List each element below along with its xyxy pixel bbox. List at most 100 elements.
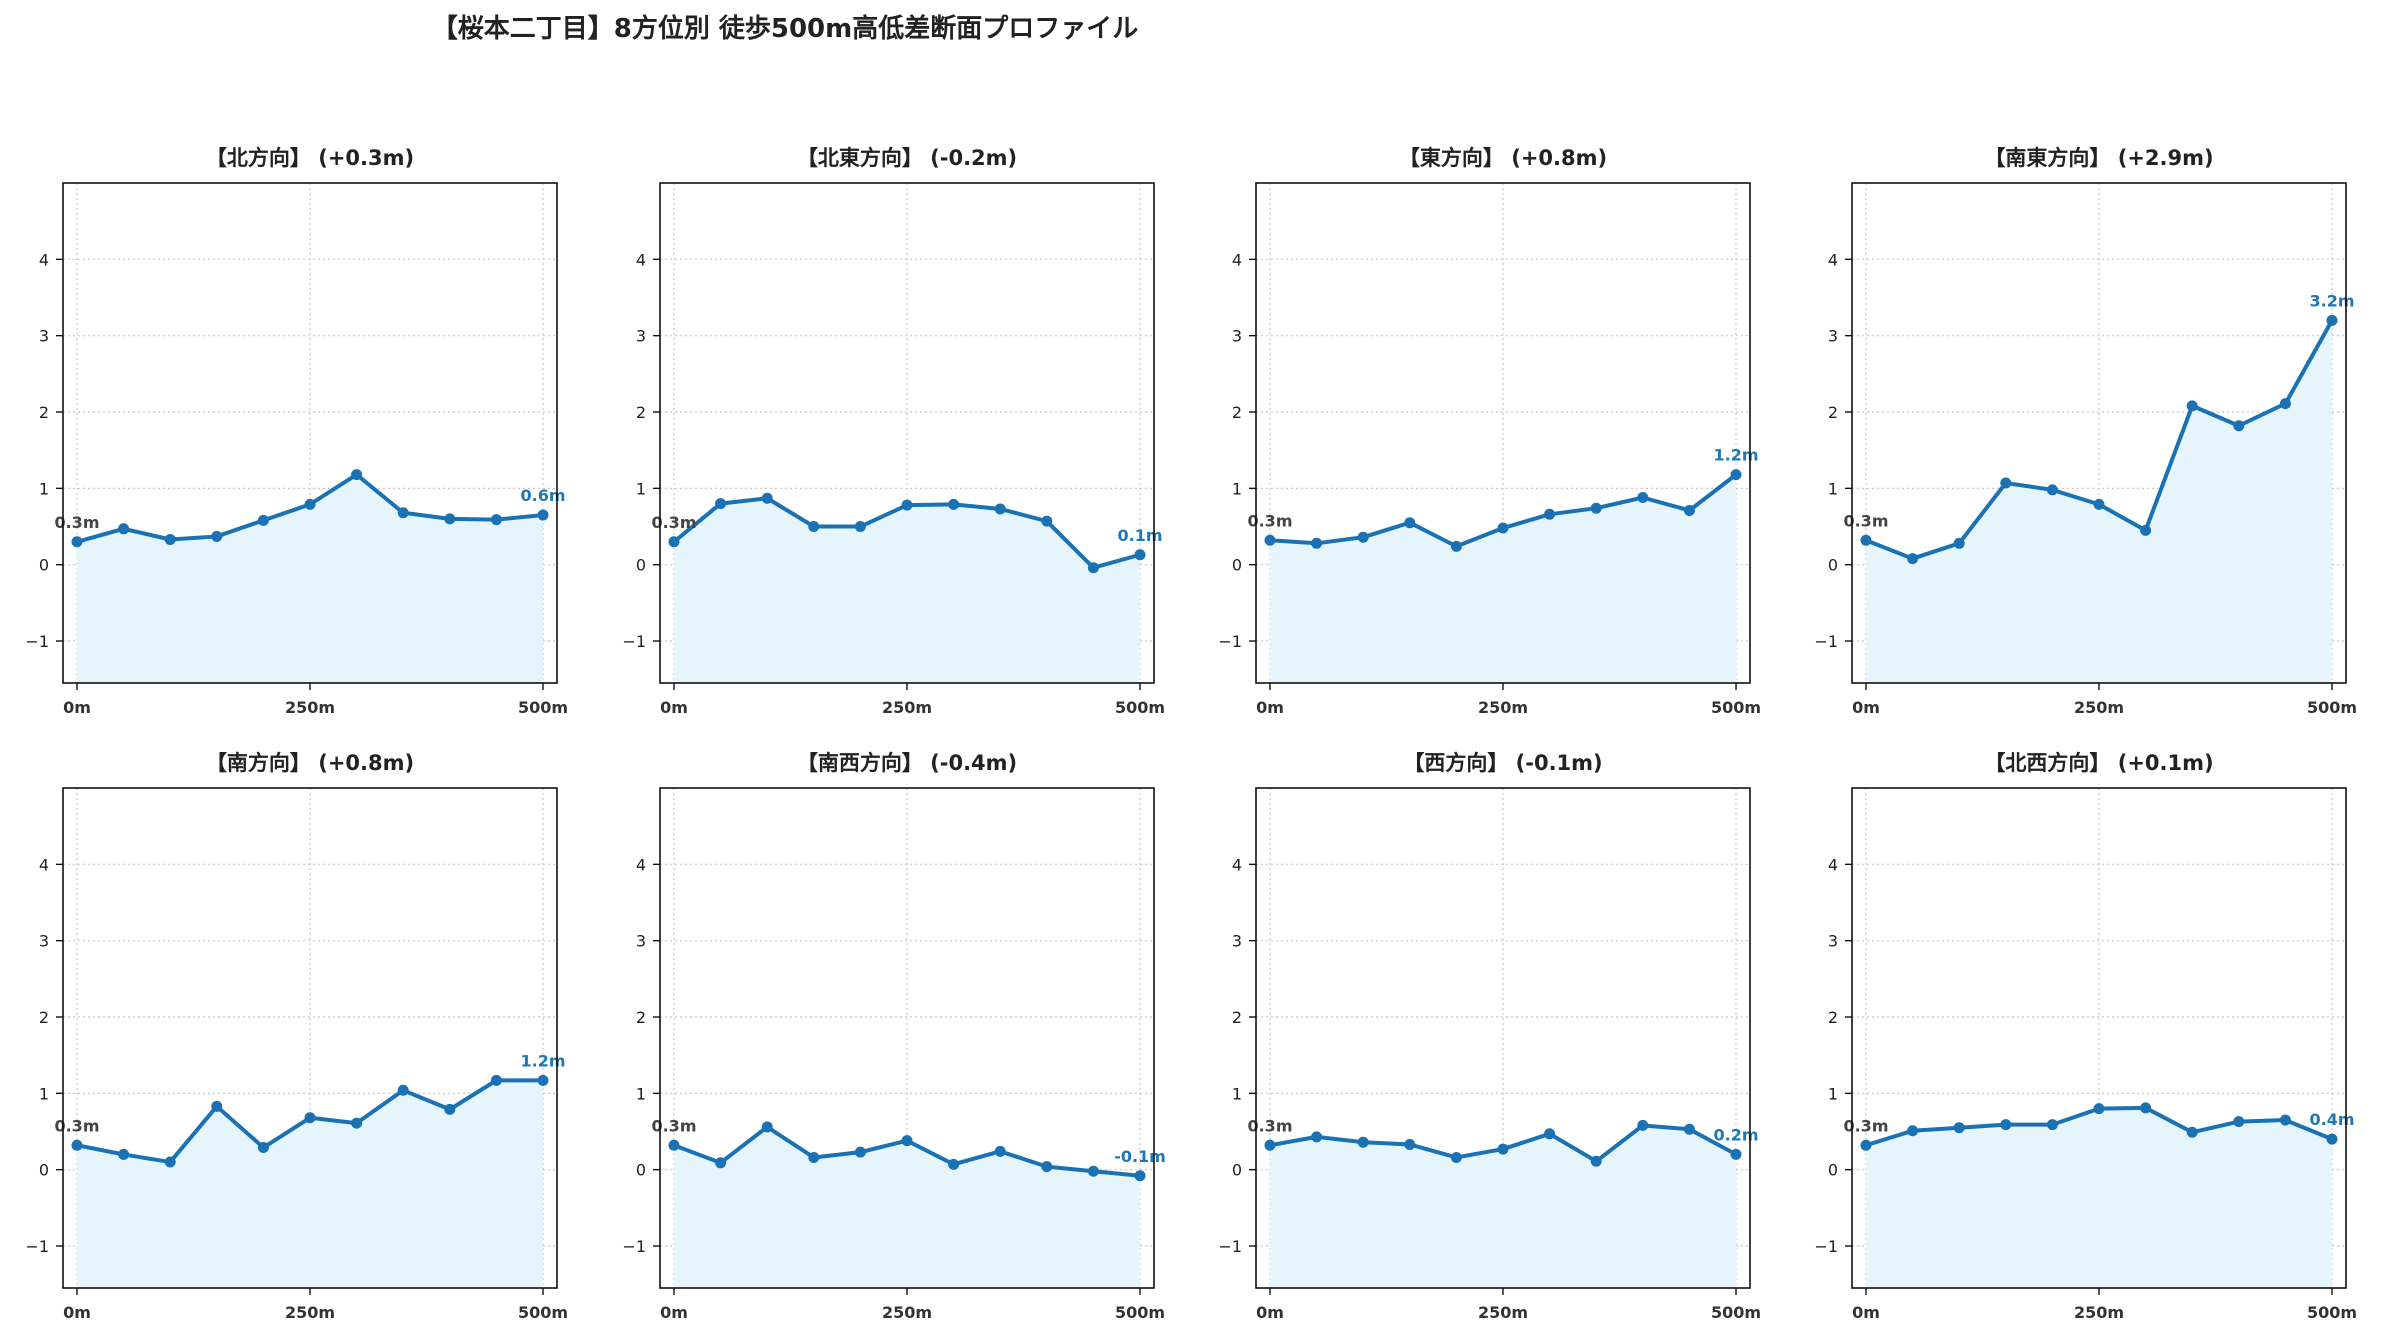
x-tick-label: 500m [1711,698,1761,717]
panel-title: 【北東方向】 (-0.2m) [797,146,1017,170]
profile-area [673,498,1141,683]
profile-point [164,1156,176,1168]
profile-point [2000,1119,2012,1131]
x-tick-label: 500m [518,698,568,717]
y-tick-label: 0 [39,556,49,575]
profile-point [351,469,363,481]
y-tick-label: 3 [39,327,49,346]
profile-point [1497,1143,1509,1155]
y-tick-label: 0 [1828,556,1838,575]
x-tick-label: 500m [2307,698,2357,717]
panel-title: 【北方向】 (+0.3m) [206,146,414,170]
y-tick-label: −1 [1814,1237,1838,1256]
profile-point [1683,504,1695,516]
profile-point [351,1117,363,1129]
profile-point [2279,1114,2291,1126]
y-tick-label: 2 [39,403,49,422]
y-tick-label: 0 [636,556,646,575]
profile-area [1269,1125,1737,1288]
profile-point [2046,484,2058,496]
profile-point [304,498,316,510]
y-tick-label: 3 [39,932,49,951]
profile-point [2233,1116,2245,1128]
x-tick-label: 0m [1852,698,1880,717]
profile-panel-5: 【南西方向】 (-0.4m) 0.3m -0.1m −1 0 1 2 3 4 0m 250m 500m [622,751,1165,1322]
profile-panel-0: 【北方向】 (+0.3m) 0.3m 0.6m −1 0 1 2 3 4 0m 250m 500m [25,146,568,717]
y-tick-label: 3 [1828,932,1838,951]
y-tick-label: 2 [1232,1008,1242,1027]
start-elevation-label: 0.3m [1247,511,1292,530]
x-tick-label: 0m [660,1303,688,1322]
y-tick-label: 3 [1828,327,1838,346]
profile-point [2000,477,2012,489]
y-tick-label: 2 [1828,1008,1838,1027]
profile-point [211,530,223,542]
profile-point [1311,537,1323,549]
panel-title: 【南方向】 (+0.8m) [206,751,414,775]
profile-point [808,1151,820,1163]
y-tick-label: 0 [1828,1161,1838,1180]
profile-point [118,1148,130,1160]
end-elevation-label: 1.2m [521,1051,566,1070]
profile-point [1450,1151,1462,1163]
y-tick-label: 1 [1232,479,1242,498]
profile-point [1907,1125,1919,1137]
x-tick-label: 250m [285,698,335,717]
x-tick-label: 250m [285,1303,335,1322]
y-tick-label: 0 [39,1161,49,1180]
profile-point [854,1146,866,1158]
profile-area [1865,320,2333,683]
profile-point [1357,1136,1369,1148]
y-tick-label: 2 [1232,403,1242,422]
profile-point [2140,1102,2152,1114]
y-tick-label: 0 [1232,556,1242,575]
y-tick-label: 4 [636,855,646,874]
y-tick-label: 4 [1828,250,1838,269]
profile-point [715,1157,727,1169]
profile-point [537,1074,549,1086]
profile-point [164,533,176,545]
profile-panel-6: 【西方向】 (-0.1m) 0.3m 0.2m −1 0 1 2 3 4 0m 250m 500m [1218,751,1761,1322]
profile-point [1264,534,1276,546]
profile-point [71,1139,83,1151]
end-elevation-label: -0.1m [1114,1147,1166,1166]
profile-panel-3: 【南東方向】 (+2.9m) 0.3m 3.2m −1 0 1 2 3 4 0m 250m 500m [1814,146,2357,717]
profile-area [1269,474,1737,683]
end-elevation-label: 1.2m [1714,446,1759,465]
y-tick-label: 1 [1232,1084,1242,1103]
profile-point [948,1158,960,1170]
profile-point [2186,1126,2198,1138]
profile-point [1497,522,1509,534]
panel-title: 【南東方向】 (+2.9m) [1984,146,2213,170]
profile-point [1087,1165,1099,1177]
x-tick-label: 250m [882,1303,932,1322]
profile-point [2326,1133,2338,1145]
y-tick-label: −1 [622,1237,646,1256]
profile-point [1730,1148,1742,1160]
y-tick-label: 1 [39,479,49,498]
profile-point [2326,314,2338,326]
y-tick-label: 0 [1232,1161,1242,1180]
x-tick-label: 0m [63,1303,91,1322]
x-tick-label: 0m [1256,698,1284,717]
y-tick-label: 1 [1828,1084,1838,1103]
profile-area [1865,1107,2333,1288]
profile-point [490,514,502,526]
profile-point [668,536,680,548]
profile-point [1134,549,1146,561]
profile-point [1590,502,1602,514]
y-tick-label: 4 [39,855,49,874]
profile-area [673,1126,1141,1288]
profile-point [211,1100,223,1112]
profile-point [71,536,83,548]
x-tick-label: 500m [518,1303,568,1322]
end-elevation-label: 3.2m [2310,291,2355,310]
profile-point [1730,469,1742,481]
y-tick-label: −1 [25,632,49,651]
profile-point [1544,508,1556,520]
end-elevation-label: 0.1m [1118,526,1163,545]
profile-point [1264,1139,1276,1151]
y-tick-label: 3 [1232,327,1242,346]
profile-point [668,1139,680,1151]
